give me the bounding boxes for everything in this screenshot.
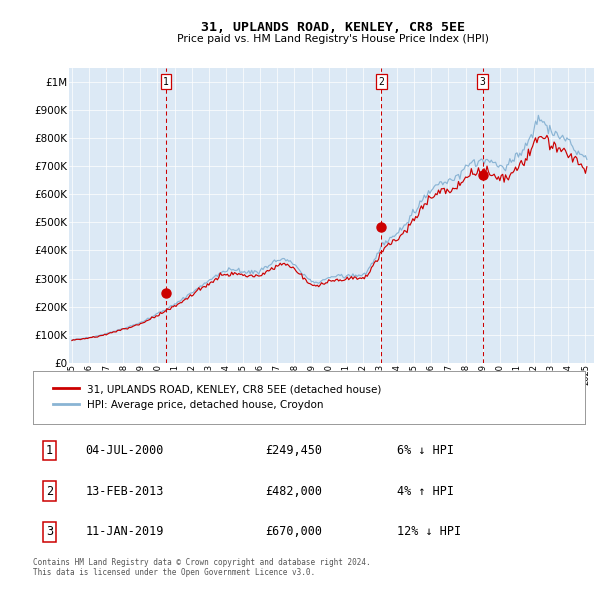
Text: £249,450: £249,450	[265, 444, 322, 457]
Text: 31, UPLANDS ROAD, KENLEY, CR8 5EE: 31, UPLANDS ROAD, KENLEY, CR8 5EE	[201, 21, 465, 34]
Text: 2: 2	[379, 77, 385, 87]
Text: Contains HM Land Registry data © Crown copyright and database right 2024.: Contains HM Land Registry data © Crown c…	[33, 558, 371, 566]
Text: 1: 1	[46, 444, 53, 457]
Text: 04-JUL-2000: 04-JUL-2000	[85, 444, 164, 457]
Legend: 31, UPLANDS ROAD, KENLEY, CR8 5EE (detached house), HPI: Average price, detached: 31, UPLANDS ROAD, KENLEY, CR8 5EE (detac…	[46, 378, 388, 416]
Text: 3: 3	[480, 77, 485, 87]
Text: £670,000: £670,000	[265, 525, 322, 538]
Text: 13-FEB-2013: 13-FEB-2013	[85, 484, 164, 498]
Text: 3: 3	[46, 525, 53, 538]
Text: 6% ↓ HPI: 6% ↓ HPI	[397, 444, 454, 457]
Text: 2: 2	[46, 484, 53, 498]
Text: 4% ↑ HPI: 4% ↑ HPI	[397, 484, 454, 498]
Text: Price paid vs. HM Land Registry's House Price Index (HPI): Price paid vs. HM Land Registry's House …	[177, 34, 489, 44]
Text: 11-JAN-2019: 11-JAN-2019	[85, 525, 164, 538]
Text: 1: 1	[163, 77, 169, 87]
Text: This data is licensed under the Open Government Licence v3.0.: This data is licensed under the Open Gov…	[33, 568, 315, 576]
Text: 12% ↓ HPI: 12% ↓ HPI	[397, 525, 461, 538]
Text: £482,000: £482,000	[265, 484, 322, 498]
